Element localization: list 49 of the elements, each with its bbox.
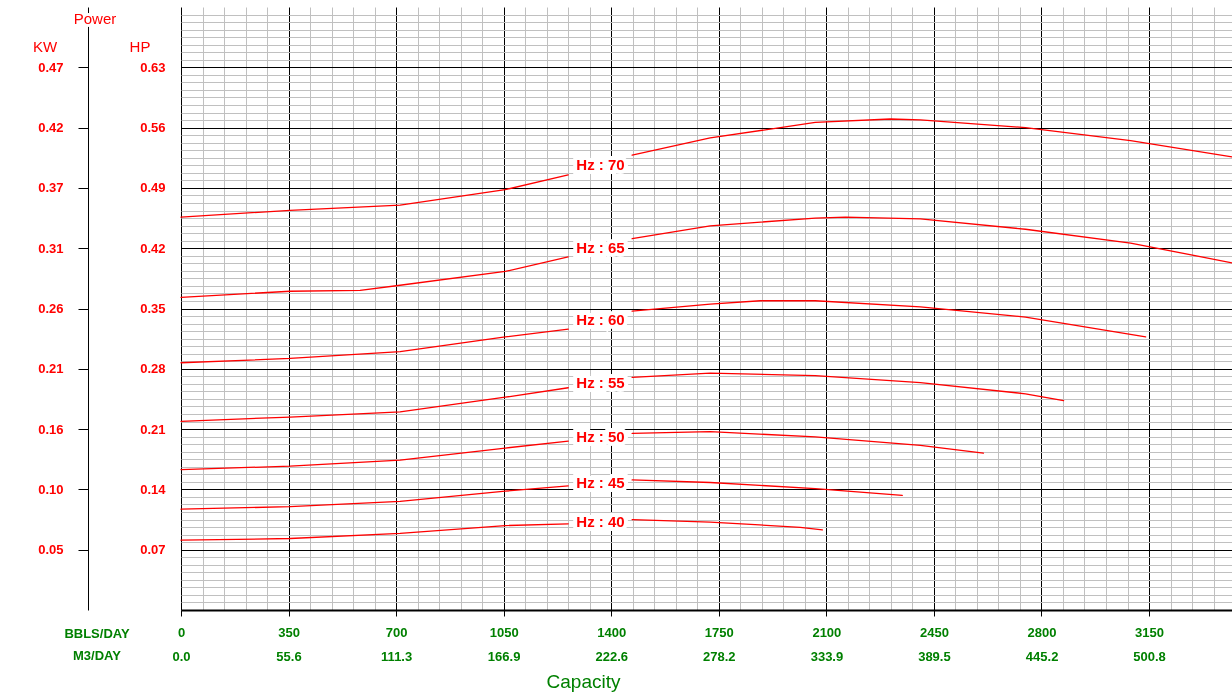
x-tick-label: 3150 bbox=[1135, 624, 1164, 640]
y2-tick-label: 0.26 bbox=[38, 301, 64, 316]
y-tick-label: 0.14 bbox=[140, 481, 167, 497]
y-tick-label: 0.49 bbox=[140, 180, 166, 196]
x2-tick-label: 500.8 bbox=[1133, 648, 1166, 664]
x-tick-label: 1400 bbox=[597, 624, 627, 640]
x-tick-label: 1750 bbox=[704, 624, 734, 640]
series-label: Hz : 55 bbox=[576, 373, 625, 391]
text: Capacity bbox=[546, 671, 621, 692]
x-tick-label: 2800 bbox=[1027, 624, 1057, 640]
y-tick-label: 0.35 bbox=[140, 301, 166, 316]
y2-tick-label: 0.10 bbox=[38, 481, 64, 497]
x-tick-label: 2450 bbox=[919, 624, 949, 640]
x-tick-label: 2100 bbox=[812, 624, 842, 640]
x2-tick-label: 0.0 bbox=[172, 648, 191, 664]
y-axis-title: HP bbox=[129, 38, 151, 55]
series-label: Hz : 50 bbox=[576, 428, 625, 446]
x-tick-label: 1050 bbox=[489, 624, 519, 640]
x2-tick-label: 55.6 bbox=[276, 648, 302, 664]
x-axis-title: BBLS/DAY bbox=[64, 626, 130, 641]
x-tick-label: 700 bbox=[385, 624, 408, 640]
y2-tick-label: 0.21 bbox=[38, 361, 64, 377]
y2-axis-title: KW bbox=[32, 38, 58, 55]
x2-tick-label: 333.9 bbox=[810, 648, 844, 664]
x2-tick-label: 389.5 bbox=[918, 648, 951, 664]
y2-tick-label: 0.31 bbox=[38, 240, 64, 256]
series-label: Hz : 60 bbox=[576, 311, 625, 329]
y2-tick-label: 0.16 bbox=[38, 421, 64, 437]
y2-tick-label: 0.05 bbox=[38, 542, 64, 558]
x-tick-label: 0 bbox=[177, 624, 186, 640]
x2-axis-title: M3/DAY bbox=[73, 648, 122, 663]
x2-tick-label: 278.2 bbox=[703, 648, 736, 664]
series-label: Hz : 40 bbox=[576, 512, 625, 530]
y-tick-label: 0.56 bbox=[140, 120, 166, 136]
x2-tick-label: 111.3 bbox=[381, 648, 413, 664]
x-tick-label: 350 bbox=[278, 624, 300, 640]
y2-tick-label: 0.42 bbox=[38, 120, 64, 136]
y-tick-label: 0.21 bbox=[140, 421, 166, 437]
x2-tick-label: 166.9 bbox=[487, 648, 521, 664]
y-tick-label: 0.07 bbox=[140, 542, 166, 558]
y-tick-label: 0.42 bbox=[140, 240, 166, 256]
y2-tick-label: 0.37 bbox=[38, 180, 64, 196]
y2-tick-label: 0.47 bbox=[38, 59, 64, 75]
x2-tick-label: 222.6 bbox=[595, 648, 629, 664]
x2-tick-label: 445.2 bbox=[1025, 648, 1059, 664]
series-label: Hz : 45 bbox=[576, 473, 625, 491]
series-label: Hz : 70 bbox=[576, 156, 625, 174]
y-tick-label: 0.28 bbox=[140, 361, 166, 377]
y-tick-label: 0.63 bbox=[140, 59, 166, 75]
